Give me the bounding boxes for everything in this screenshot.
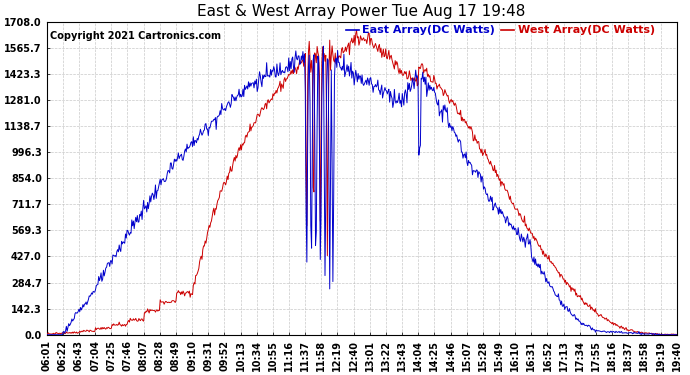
Legend: East Array(DC Watts), West Array(DC Watts): East Array(DC Watts), West Array(DC Watt…: [342, 21, 659, 40]
Title: East & West Array Power Tue Aug 17 19:48: East & West Array Power Tue Aug 17 19:48: [197, 4, 526, 19]
Text: Copyright 2021 Cartronics.com: Copyright 2021 Cartronics.com: [50, 31, 221, 41]
